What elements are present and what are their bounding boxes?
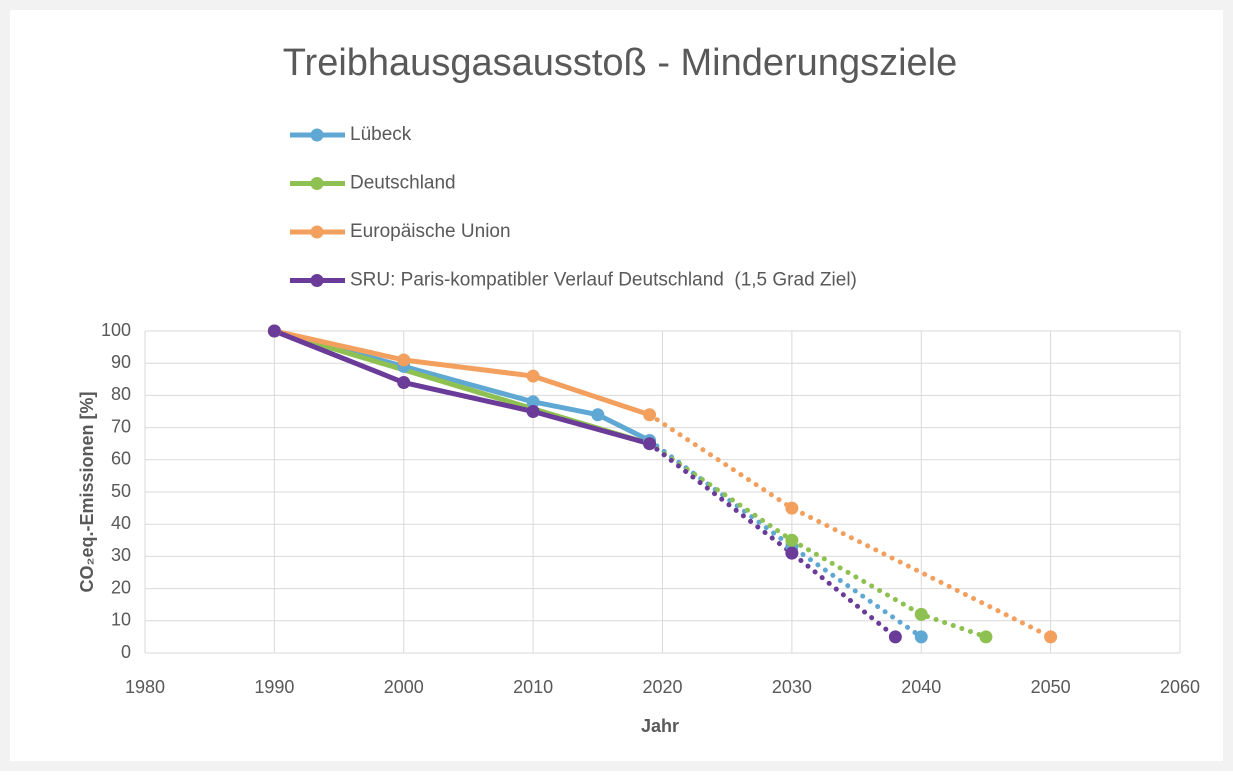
data-point — [526, 395, 540, 409]
x-tick-label: 2010 — [513, 677, 553, 697]
legend-marker — [310, 128, 324, 142]
x-tick-label: 1990 — [254, 677, 294, 697]
series-line — [273, 328, 651, 447]
legend-label: SRU: Paris-kompatibler Verlauf Deutschla… — [350, 270, 857, 291]
y-axis-label: CO₂eq.-Emissionen [%] — [77, 391, 97, 592]
y-tick-label: 30 — [111, 545, 131, 565]
data-point — [591, 408, 605, 422]
legend-label: Deutschland — [350, 173, 456, 194]
legend-marker — [310, 177, 324, 190]
projection-line — [647, 437, 924, 640]
x-tick-label: 2060 — [1160, 677, 1200, 697]
projection-line — [647, 441, 989, 640]
y-tick-label: 0 — [121, 642, 131, 662]
data-point — [785, 546, 799, 560]
x-tick-label: 2040 — [901, 677, 941, 697]
x-tick-label: 2020 — [642, 677, 682, 697]
chart-area — [10, 10, 1223, 761]
data-point — [785, 533, 799, 547]
y-tick-label: 70 — [111, 416, 131, 436]
data-point — [914, 630, 928, 644]
data-point — [397, 376, 411, 390]
data-point — [979, 630, 993, 644]
y-tick-label: 80 — [111, 384, 131, 404]
data-point — [1044, 630, 1058, 644]
y-tick-label: 40 — [111, 513, 131, 533]
chart-title: Treibhausgasausstoß - Minderungsziele — [283, 42, 957, 84]
data-point — [914, 607, 928, 621]
data-point — [785, 501, 799, 515]
x-axis-label: Jahr — [641, 716, 679, 736]
legend-label: Lübeck — [350, 124, 412, 145]
data-point — [397, 353, 411, 367]
y-tick-label: 10 — [111, 610, 131, 630]
legend-marker — [310, 274, 324, 287]
data-point — [643, 437, 657, 451]
data-point — [526, 369, 540, 383]
x-tick-label: 2030 — [772, 677, 812, 697]
data-point — [267, 324, 281, 338]
y-tick-label: 100 — [101, 320, 131, 340]
projection-line — [647, 412, 1054, 640]
x-tick-label: 2050 — [1031, 677, 1071, 697]
legend-label: Europäische Union — [350, 221, 511, 242]
x-tick-label: 2000 — [384, 677, 424, 697]
x-tick-label: 1980 — [125, 677, 165, 697]
data-point — [526, 405, 540, 418]
y-tick-label: 60 — [111, 449, 131, 469]
legend-marker — [310, 225, 324, 239]
data-point — [888, 630, 902, 644]
series-line — [273, 328, 651, 418]
data-point — [643, 408, 657, 422]
y-tick-label: 50 — [111, 481, 131, 501]
y-tick-label: 20 — [111, 577, 131, 597]
y-tick-label: 90 — [111, 352, 131, 372]
